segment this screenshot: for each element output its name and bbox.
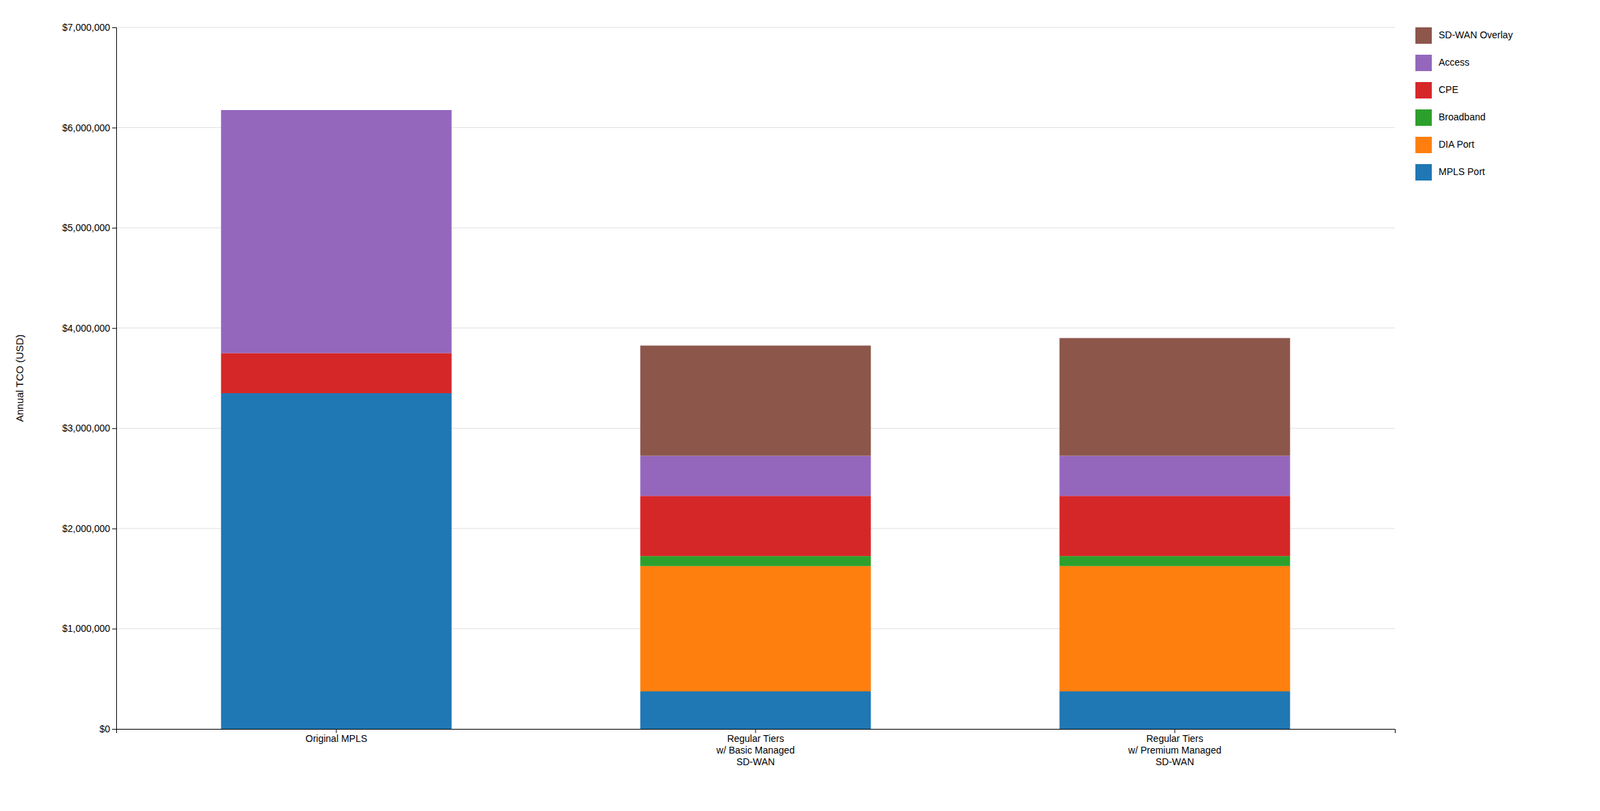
legend-label: Access bbox=[1438, 56, 1470, 68]
series bbox=[640, 555, 1290, 567]
series bbox=[640, 566, 1290, 692]
legend-swatch bbox=[1415, 136, 1432, 154]
tick: $6,000,000 bbox=[62, 122, 117, 134]
plot: $0 $1,000,000 $2,000,000 $3,000,000 $4,000,0… bbox=[62, 21, 1396, 768]
axis-title: Annual TCO (USD) bbox=[13, 334, 26, 422]
tick-label: $3,000,000 bbox=[62, 422, 111, 434]
bars bbox=[220, 110, 1290, 729]
legend-swatch bbox=[1415, 109, 1432, 126]
tick-mark bbox=[112, 227, 117, 229]
legend-label: CPE bbox=[1438, 84, 1459, 96]
legend-item: CPE bbox=[1415, 82, 1459, 99]
legend-swatch bbox=[1415, 54, 1432, 72]
bar-segment bbox=[640, 345, 871, 456]
bar-segment bbox=[220, 109, 452, 111]
tick: $2,000,000 bbox=[62, 523, 117, 535]
tick-label: Original MPLS bbox=[305, 732, 368, 744]
legend-label: MPLS Port bbox=[1438, 166, 1486, 178]
tick-label: $0 bbox=[99, 723, 111, 735]
y-axis: $0 $1,000,000 $2,000,000 $3,000,000 $4,000,0… bbox=[62, 21, 117, 735]
chart: $0 $1,000,000 $2,000,000 $3,000,000 $4,000,0… bbox=[0, 0, 1600, 811]
legend: SD-WAN Overlay Access CPE Broadband DIA Port… bbox=[1415, 27, 1513, 181]
tick: Regular Tiersw/ Premium ManagedSD-WAN bbox=[1127, 728, 1222, 768]
legend-swatch bbox=[1415, 164, 1432, 181]
bar-segment bbox=[1059, 495, 1291, 556]
tick-label: $6,000,000 bbox=[62, 122, 111, 134]
tick-label: $2,000,000 bbox=[62, 523, 111, 535]
bar-segment bbox=[1059, 566, 1291, 692]
tick-label: $7,000,000 bbox=[62, 21, 111, 33]
legend-label: Broadband bbox=[1438, 111, 1486, 123]
bar-segment bbox=[640, 456, 871, 497]
axis-line bbox=[112, 28, 117, 730]
tick: $1,000,000 bbox=[62, 622, 117, 634]
tick: Original MPLS bbox=[305, 728, 368, 744]
tick-mark bbox=[112, 127, 117, 129]
legend-swatch bbox=[1415, 27, 1432, 44]
bar-segment bbox=[640, 691, 871, 729]
tick: Regular Tiersw/ Basic ManagedSD-WAN bbox=[715, 728, 795, 768]
bar-segment bbox=[220, 393, 452, 729]
tick: $7,000,000 bbox=[62, 21, 117, 33]
grid-line bbox=[116, 27, 1395, 29]
bar-segment bbox=[220, 110, 452, 353]
legend-item: DIA Port bbox=[1415, 136, 1475, 154]
bar-segment bbox=[1059, 555, 1291, 567]
legend-label: SD-WAN Overlay bbox=[1438, 29, 1513, 41]
tick-mark bbox=[112, 728, 117, 730]
tick-label: Regular Tiersw/ Premium ManagedSD-WAN bbox=[1127, 732, 1222, 768]
bar-segment bbox=[640, 495, 871, 556]
bar-segment bbox=[1059, 337, 1291, 456]
tick-label: $5,000,000 bbox=[62, 222, 111, 234]
tick: $5,000,000 bbox=[62, 222, 117, 234]
bar-segment bbox=[1059, 456, 1291, 497]
tick-label: Regular Tiersw/ Basic ManagedSD-WAN bbox=[715, 732, 795, 768]
tick: $0 bbox=[99, 723, 117, 735]
bar-segment bbox=[640, 566, 871, 692]
tick-mark bbox=[112, 328, 117, 329]
legend-item: Broadband bbox=[1415, 109, 1486, 126]
bar-segment bbox=[1059, 691, 1291, 729]
tick-mark bbox=[112, 428, 117, 429]
legend-label: DIA Port bbox=[1438, 138, 1475, 150]
bar-segment bbox=[640, 555, 871, 567]
grid bbox=[116, 27, 1395, 729]
bar-segment bbox=[220, 352, 452, 394]
tick-mark bbox=[112, 27, 117, 29]
tick-label: $4,000,000 bbox=[62, 322, 111, 334]
series bbox=[640, 337, 1290, 456]
tick-mark bbox=[112, 628, 117, 630]
x-axis: Original MPLS Regular Tiersw/ Basic Manag… bbox=[116, 728, 1396, 768]
series bbox=[220, 110, 1290, 496]
legend-item: MPLS Port bbox=[1415, 164, 1486, 181]
legend-item: SD-WAN Overlay bbox=[1415, 27, 1513, 44]
tick: $4,000,000 bbox=[62, 322, 117, 334]
legend-item: Access bbox=[1415, 54, 1470, 72]
legend-swatch bbox=[1415, 82, 1432, 99]
tick-mark bbox=[112, 528, 117, 530]
tick: $3,000,000 bbox=[62, 422, 117, 434]
tick-label: $1,000,000 bbox=[62, 622, 111, 634]
